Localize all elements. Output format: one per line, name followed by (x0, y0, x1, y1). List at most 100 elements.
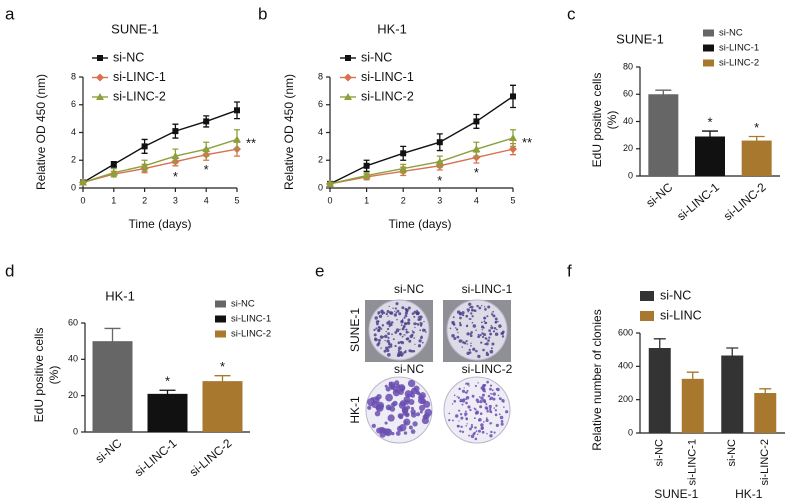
colony (422, 328, 426, 332)
colony (485, 417, 488, 420)
colony (421, 341, 424, 344)
colony (410, 349, 414, 353)
colony (464, 412, 468, 416)
colony (394, 307, 397, 310)
colony (449, 327, 452, 330)
colony (493, 407, 496, 409)
colony (384, 339, 386, 342)
colony (473, 407, 476, 410)
colony (404, 349, 407, 352)
y-tick-label: 8 (71, 71, 76, 81)
x-tick-label: 2 (401, 195, 406, 205)
colony (461, 389, 466, 393)
colony (488, 404, 492, 409)
marker (344, 73, 352, 82)
colony (484, 306, 486, 308)
y-tick-label: 600 (618, 327, 633, 337)
colony (407, 318, 411, 322)
colony (462, 340, 465, 343)
marker (172, 128, 179, 135)
colony (497, 320, 499, 323)
error-bar (686, 371, 699, 387)
x-tick-label: 1 (364, 195, 369, 205)
colony (418, 317, 422, 321)
colony (387, 342, 391, 346)
y-tick-label: 200 (618, 394, 633, 404)
colony (424, 331, 427, 333)
colony (468, 351, 472, 354)
line (329, 137, 514, 185)
colony (398, 414, 404, 420)
colony (470, 308, 474, 312)
legend-label: si-NC (231, 299, 255, 310)
colony (455, 328, 459, 331)
legend-label: si-LINC-1 (231, 314, 271, 325)
legend-label: si-LINC-1 (113, 70, 166, 84)
colony (451, 333, 455, 338)
y-tick-label: 0 (318, 182, 323, 192)
colony (451, 403, 454, 405)
error-bar (159, 389, 176, 399)
colony (397, 349, 400, 352)
colony (491, 312, 493, 315)
marker (509, 145, 517, 154)
colony (375, 327, 378, 330)
y-tick-label: 0 (628, 427, 633, 437)
colony (485, 337, 488, 340)
colony (490, 430, 493, 434)
colony (463, 387, 465, 389)
colony (401, 318, 404, 321)
colony (479, 333, 482, 337)
annotation: ** (522, 135, 532, 150)
panel-letter: d (5, 261, 14, 280)
colony (486, 315, 489, 318)
y-tick-label: 400 (618, 361, 633, 371)
colony (417, 392, 421, 396)
colony (448, 412, 451, 415)
colony (479, 405, 483, 409)
colony (490, 324, 492, 327)
colony (474, 426, 477, 429)
colony (501, 335, 505, 338)
colony (411, 330, 414, 332)
colony (496, 328, 498, 331)
colony (474, 437, 478, 441)
colony (489, 349, 494, 354)
colony (491, 342, 495, 346)
colony (406, 337, 410, 340)
colony (389, 406, 396, 412)
colony (481, 430, 485, 434)
legend-label: si-LINC-1 (361, 70, 414, 84)
annotation: * (173, 169, 178, 184)
colony (394, 310, 396, 313)
colony (394, 330, 398, 334)
colony (404, 314, 408, 318)
colony (475, 430, 478, 432)
colony (377, 311, 381, 315)
marker (140, 161, 149, 169)
legend-label: si-NC (660, 288, 691, 302)
y-axis-label: Relative OD 450 (nm) (282, 74, 296, 190)
panel-letter: a (5, 4, 15, 23)
line (82, 148, 238, 184)
marker (399, 164, 408, 172)
y-tick-label: 2 (71, 155, 76, 165)
colony (493, 327, 497, 330)
colony (420, 324, 423, 327)
x-tick-label: 0 (327, 195, 332, 205)
marker (326, 179, 334, 187)
legend-label: si-LINC-1 (719, 43, 759, 54)
colony (489, 393, 492, 395)
colony (393, 313, 398, 317)
colony (379, 335, 384, 339)
colony (480, 396, 484, 400)
colony (413, 385, 420, 392)
colony (490, 411, 493, 414)
colony (412, 331, 415, 334)
colony (410, 406, 414, 410)
colony (400, 341, 405, 345)
bar (681, 378, 704, 433)
colony (468, 348, 471, 351)
colony (388, 381, 393, 386)
colony (451, 320, 455, 325)
